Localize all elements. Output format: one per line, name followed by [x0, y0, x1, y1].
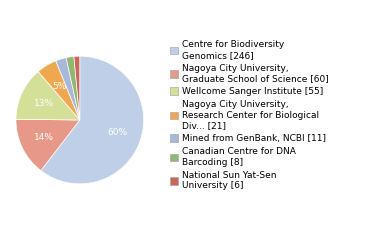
Text: 5%: 5% [52, 82, 66, 91]
Text: 14%: 14% [34, 133, 54, 142]
Legend: Centre for Biodiversity
Genomics [246], Nagoya City University,
Graduate School : Centre for Biodiversity Genomics [246], … [168, 38, 331, 192]
Wedge shape [56, 58, 80, 120]
Wedge shape [38, 61, 80, 120]
Wedge shape [16, 119, 80, 171]
Text: 13%: 13% [34, 99, 54, 108]
Wedge shape [41, 56, 144, 184]
Wedge shape [16, 72, 80, 120]
Wedge shape [66, 56, 80, 120]
Text: 60%: 60% [107, 128, 127, 137]
Wedge shape [74, 56, 80, 120]
